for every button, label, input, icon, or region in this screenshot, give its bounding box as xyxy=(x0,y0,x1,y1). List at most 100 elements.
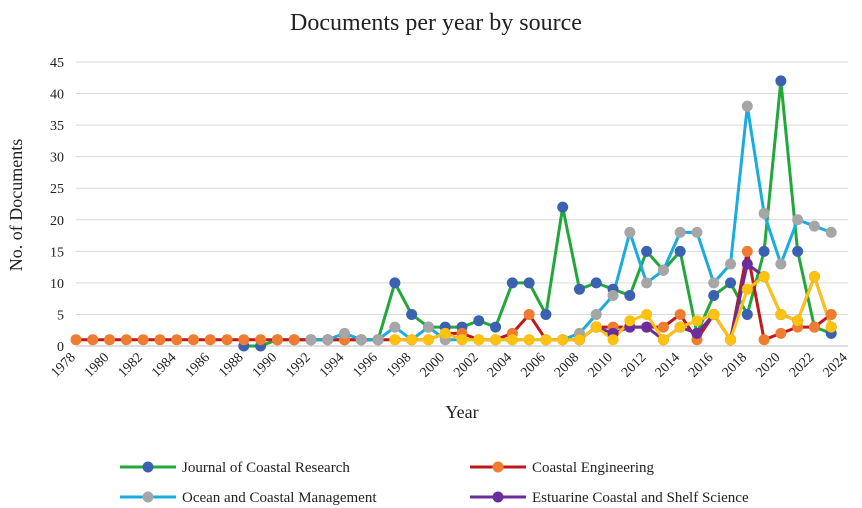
y-tick-label: 35 xyxy=(50,119,64,134)
data-point xyxy=(775,327,787,339)
y-tick-label: 20 xyxy=(50,214,64,229)
x-tick-label: 2000 xyxy=(418,350,448,380)
series-4-points xyxy=(389,271,837,346)
data-point xyxy=(305,334,317,346)
data-point xyxy=(288,334,300,346)
y-tick-label: 15 xyxy=(50,245,64,260)
x-tick-label: 1986 xyxy=(183,350,213,380)
data-point xyxy=(825,226,837,238)
data-point xyxy=(775,308,787,320)
data-point xyxy=(187,334,199,346)
legend-entry: Ocean and Coastal Management xyxy=(120,490,377,506)
data-point xyxy=(808,271,820,283)
data-point xyxy=(674,245,686,257)
x-tick-label: 2008 xyxy=(552,350,582,380)
x-tick-label: 1990 xyxy=(250,350,280,380)
data-point xyxy=(708,308,720,320)
data-point xyxy=(758,334,770,346)
data-point xyxy=(691,315,703,327)
data-point xyxy=(708,290,720,302)
data-point xyxy=(137,334,149,346)
y-tick-label: 40 xyxy=(50,88,64,103)
legend-marker xyxy=(142,461,154,473)
x-tick-label: 1996 xyxy=(351,350,381,380)
legend-entry: Coastal Engineering xyxy=(470,460,655,476)
data-point xyxy=(657,264,669,276)
data-point xyxy=(758,271,770,283)
data-point xyxy=(255,334,267,346)
legend: Journal of Coastal Research Coastal Engin… xyxy=(120,460,749,506)
data-point xyxy=(557,334,569,346)
data-point xyxy=(473,315,485,327)
data-point xyxy=(389,334,401,346)
data-point xyxy=(691,226,703,238)
x-tick-label: 1984 xyxy=(149,350,179,380)
legend-label: Journal of Coastal Research xyxy=(182,460,350,476)
data-point xyxy=(741,245,753,257)
data-point xyxy=(590,308,602,320)
data-point xyxy=(120,334,132,346)
y-tick-label: 45 xyxy=(50,56,64,71)
data-point xyxy=(792,245,804,257)
data-point xyxy=(523,334,535,346)
data-point xyxy=(674,321,686,333)
data-point xyxy=(674,226,686,238)
data-point xyxy=(792,315,804,327)
data-point xyxy=(725,277,737,289)
data-point xyxy=(590,321,602,333)
data-point xyxy=(641,308,653,320)
x-tick-label: 2022 xyxy=(787,350,817,380)
data-point xyxy=(741,100,753,112)
y-tick-labels: 0 5 10 15 20 25 30 35 40 45 xyxy=(50,56,64,355)
series-1-points xyxy=(70,245,837,346)
data-point xyxy=(490,334,502,346)
data-point xyxy=(154,334,166,346)
x-tick-label: 1980 xyxy=(82,350,112,380)
x-tick-label: 2016 xyxy=(686,350,716,380)
series-layer xyxy=(70,75,837,352)
data-point xyxy=(422,321,434,333)
data-point xyxy=(473,334,485,346)
data-point xyxy=(523,277,535,289)
data-point xyxy=(523,308,535,320)
data-point xyxy=(825,321,837,333)
y-tick-label: 0 xyxy=(57,340,64,355)
data-point xyxy=(221,334,233,346)
data-point xyxy=(607,290,619,302)
x-tick-label: 1988 xyxy=(216,350,246,380)
data-point xyxy=(238,334,250,346)
legend-label: Estuarine Coastal and Shelf Science xyxy=(532,490,749,506)
data-point xyxy=(691,327,703,339)
x-tick-label: 1998 xyxy=(384,350,414,380)
data-point xyxy=(641,277,653,289)
y-axis-title: No. of Documents xyxy=(6,139,26,271)
data-point xyxy=(339,327,351,339)
legend-entry: Journal of Coastal Research xyxy=(120,460,350,476)
data-point xyxy=(87,334,99,346)
x-tick-label: 2020 xyxy=(753,350,783,380)
data-point xyxy=(741,283,753,295)
gridlines xyxy=(76,61,848,315)
chart-title: Documents per year by source xyxy=(290,10,582,36)
legend-marker xyxy=(492,461,504,473)
legend-label: Ocean and Coastal Management xyxy=(182,490,377,506)
data-point xyxy=(389,321,401,333)
data-point xyxy=(657,321,669,333)
data-point xyxy=(792,214,804,226)
legend-marker xyxy=(142,491,154,503)
data-point xyxy=(758,245,770,257)
x-tick-label: 2006 xyxy=(518,350,548,380)
legend-label: Coastal Engineering xyxy=(532,460,655,476)
data-point xyxy=(540,308,552,320)
data-point xyxy=(456,334,468,346)
data-point xyxy=(624,226,636,238)
data-point xyxy=(808,220,820,232)
y-tick-label: 30 xyxy=(50,151,64,166)
x-tick-label: 2014 xyxy=(653,350,683,380)
data-point xyxy=(271,334,283,346)
x-tick-label: 2024 xyxy=(820,350,850,380)
data-point xyxy=(674,308,686,320)
data-point xyxy=(808,321,820,333)
data-point xyxy=(422,334,434,346)
data-point xyxy=(775,258,787,270)
